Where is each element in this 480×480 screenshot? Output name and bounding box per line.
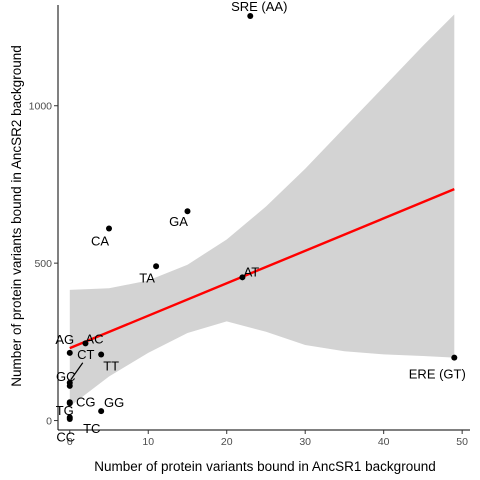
point-label: GG	[104, 395, 124, 410]
data-point	[66, 382, 73, 389]
data-point	[153, 263, 160, 270]
point-label: CA	[91, 234, 109, 249]
x-tick-label: 20	[221, 436, 233, 448]
x-axis-title: Number of protein variants bound in AncS…	[94, 459, 435, 474]
point-label: AT	[244, 264, 260, 279]
regression-line-layer	[69, 188, 455, 350]
data-point	[66, 349, 73, 356]
regression-line	[69, 188, 455, 350]
x-tick-label: 40	[378, 436, 390, 448]
data-point	[106, 225, 113, 232]
data-points-layer	[66, 13, 458, 422]
point-label: SRE (AA)	[231, 0, 287, 14]
data-point	[82, 340, 89, 347]
data-point	[98, 351, 105, 358]
point-label: AC	[85, 331, 103, 346]
point-label: TG	[56, 403, 74, 418]
data-point	[66, 415, 73, 422]
data-point	[239, 274, 246, 281]
y-tick-label: 500	[34, 258, 52, 270]
x-tick-label: 0	[67, 436, 73, 448]
data-point	[184, 208, 191, 215]
point-label: AG	[55, 332, 74, 347]
point-label: ERE (GT)	[409, 367, 466, 382]
data-point	[66, 400, 73, 407]
point-label: GA	[169, 214, 188, 229]
y-tick-label: 1000	[29, 101, 53, 113]
label-leader-line	[70, 362, 84, 381]
point-label: TC	[83, 421, 100, 436]
y-axis-title: Number of protein variants bound in AncS…	[9, 45, 24, 386]
x-tick-label: 10	[142, 436, 154, 448]
point-label: CC	[56, 429, 75, 444]
data-point	[451, 354, 458, 361]
data-point	[98, 408, 105, 415]
x-tick-label: 50	[456, 436, 468, 448]
point-label: TA	[139, 270, 155, 285]
confidence-band-layer	[69, 14, 455, 407]
y-tick-label: 0	[46, 416, 52, 428]
point-label: TT	[103, 358, 119, 373]
point-label: CG	[76, 394, 96, 409]
x-tick-label: 30	[299, 436, 311, 448]
confidence-band	[69, 14, 455, 407]
point-label: CT	[77, 347, 94, 362]
data-point	[247, 13, 254, 20]
point-label: GC	[56, 369, 76, 384]
